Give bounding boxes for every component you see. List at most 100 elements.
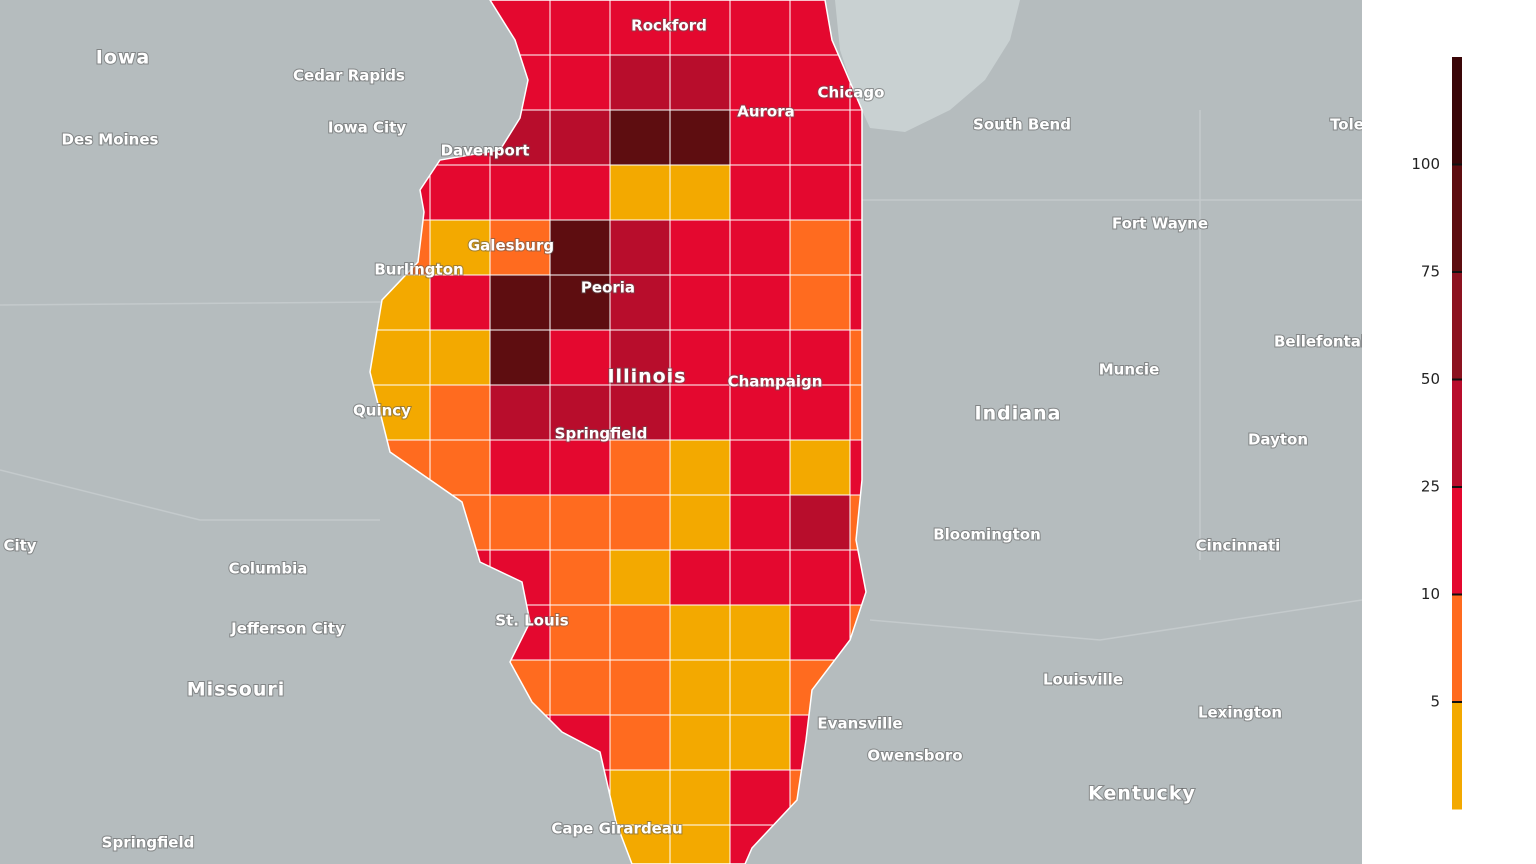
place-label: Bellefontai <box>1274 333 1366 351</box>
county <box>429 219 491 276</box>
legend: 100 75 50 25 10 5 <box>1411 57 1462 810</box>
county <box>669 604 731 661</box>
county <box>549 439 611 496</box>
county <box>669 714 731 771</box>
legend-swatch <box>1452 594 1462 702</box>
county <box>489 439 551 496</box>
county <box>669 439 731 496</box>
legend-swatch <box>1452 702 1462 810</box>
place-label: Peoria <box>581 279 635 297</box>
place-label: Chicago <box>818 84 885 102</box>
basemap: Iowa Cedar Rapids Iowa City Des Moines Daven… <box>0 0 1366 864</box>
county <box>609 549 671 606</box>
county <box>489 164 551 221</box>
place-label: Cedar Rapids <box>293 67 405 85</box>
legend-tick-label: 5 <box>1430 693 1440 711</box>
place-label: City <box>3 537 36 555</box>
place-labels: Iowa Cedar Rapids Iowa City Des Moines Daven… <box>2 16 1366 853</box>
place-label: Burlington <box>374 261 463 279</box>
legend-tick-label: 10 <box>1421 585 1440 603</box>
place-label: Champaign <box>728 373 823 391</box>
county <box>729 714 791 771</box>
county <box>789 494 851 551</box>
county <box>609 439 671 496</box>
place-label: Rockford <box>631 17 707 35</box>
county <box>729 494 791 551</box>
county <box>609 109 671 166</box>
boundaries <box>0 110 1362 641</box>
county <box>729 604 791 661</box>
county <box>669 329 731 386</box>
county <box>729 659 791 716</box>
county <box>609 164 671 221</box>
county <box>669 824 731 864</box>
county <box>370 329 431 386</box>
place-label: Springfield <box>102 834 195 852</box>
place-label: Tole <box>1330 116 1364 134</box>
legend-tick-label: 75 <box>1421 263 1440 281</box>
county <box>789 549 851 606</box>
legend-swatch <box>1452 164 1462 272</box>
place-label: Missouri <box>187 679 286 701</box>
county <box>549 164 611 221</box>
county <box>669 494 731 551</box>
county <box>729 769 791 826</box>
county <box>609 604 671 661</box>
place-label: Iowa City <box>328 119 406 137</box>
county <box>609 54 671 111</box>
county <box>729 549 791 606</box>
county <box>549 0 611 56</box>
place-label: Springfield <box>555 425 648 443</box>
county <box>789 109 851 166</box>
place-label: Evansville <box>817 715 902 733</box>
place-label: Fort Wayne <box>1112 215 1208 233</box>
place-label: Owensboro <box>867 747 962 765</box>
county <box>609 659 671 716</box>
county <box>609 219 671 276</box>
county <box>789 384 851 441</box>
county <box>609 494 671 551</box>
county <box>429 164 491 221</box>
county <box>609 274 671 331</box>
county <box>669 659 731 716</box>
county <box>549 384 611 441</box>
place-label: Kentucky <box>1088 783 1196 805</box>
county <box>789 439 851 496</box>
county <box>729 439 791 496</box>
place-label: Aurora <box>737 103 795 121</box>
place-label: Indiana <box>975 403 1062 425</box>
place-label: Quincy <box>353 402 411 420</box>
county <box>729 219 791 276</box>
county <box>429 384 491 441</box>
county <box>729 54 791 111</box>
county <box>729 384 791 441</box>
lake-michigan <box>835 0 1020 132</box>
county <box>789 604 851 661</box>
county <box>549 109 611 166</box>
county <box>729 0 791 56</box>
county <box>609 769 671 826</box>
place-label: Lexington <box>1198 704 1282 722</box>
county <box>489 329 551 386</box>
legend-swatch <box>1452 487 1462 595</box>
legend-tick-label: 100 <box>1411 155 1440 173</box>
county <box>669 274 731 331</box>
place-label: Muncie <box>1099 361 1160 379</box>
place-label: Dayton <box>1248 431 1308 449</box>
place-label: Des Moines <box>62 131 159 149</box>
county <box>549 219 611 276</box>
county <box>669 769 731 826</box>
county <box>549 54 611 111</box>
county <box>549 494 611 551</box>
county <box>789 164 851 221</box>
county <box>489 384 551 441</box>
county <box>789 329 851 386</box>
county <box>429 329 491 386</box>
place-label: Cincinnati <box>1196 537 1281 555</box>
legend-swatch <box>1452 57 1462 165</box>
place-label: Bloomington <box>933 526 1041 544</box>
place-label: Illinois <box>607 366 686 388</box>
legend-swatch <box>1452 379 1462 487</box>
place-label: Cape Girardeau <box>551 820 682 838</box>
